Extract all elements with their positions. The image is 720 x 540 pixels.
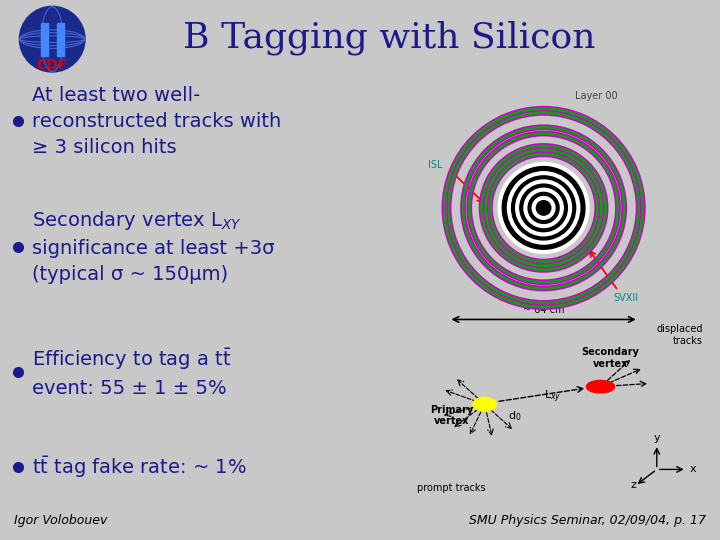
Circle shape — [532, 197, 555, 219]
Circle shape — [19, 6, 85, 72]
Bar — [40, 23, 48, 56]
Text: Secondary vertex L$_{XY}$
significance at least +3σ
(typical σ ~ 150μm): Secondary vertex L$_{XY}$ significance a… — [32, 210, 274, 284]
Circle shape — [498, 163, 589, 253]
Text: Efficiency to tag a t$\bar{\mathrm{t}}$
event: 55 ± 1 ± 5%: Efficiency to tag a t$\bar{\mathrm{t}}$ … — [32, 346, 232, 398]
Circle shape — [508, 172, 580, 244]
Text: d$_0$: d$_0$ — [508, 409, 521, 423]
Text: prompt tracks: prompt tracks — [417, 483, 486, 492]
Text: SVXII: SVXII — [614, 293, 639, 303]
Text: displaced
tracks: displaced tracks — [657, 325, 703, 346]
Circle shape — [512, 176, 575, 240]
Circle shape — [524, 188, 563, 227]
Text: CDF: CDF — [37, 58, 68, 72]
Text: z: z — [631, 480, 636, 490]
Bar — [57, 23, 64, 56]
Text: At least two well-
reconstructed tracks with
≥ 3 silicon hits: At least two well- reconstructed tracks … — [32, 86, 282, 157]
Circle shape — [520, 184, 567, 232]
Text: t$\bar{\mathrm{t}}$ tag fake rate: ~ 1%: t$\bar{\mathrm{t}}$ tag fake rate: ~ 1% — [32, 454, 247, 480]
Ellipse shape — [586, 380, 615, 393]
Text: L$_{xy}$: L$_{xy}$ — [544, 389, 562, 405]
Text: y: y — [654, 433, 660, 443]
Text: ~ 64 cm: ~ 64 cm — [523, 305, 564, 315]
Text: Secondary
vertex: Secondary vertex — [582, 347, 639, 369]
Circle shape — [516, 180, 572, 236]
Text: x: x — [690, 464, 696, 475]
Circle shape — [536, 201, 551, 215]
Text: Layer 00: Layer 00 — [575, 91, 617, 102]
Text: B Tagging with Silicon: B Tagging with Silicon — [183, 21, 595, 55]
Circle shape — [528, 192, 559, 224]
Text: ISL: ISL — [428, 159, 442, 170]
Text: Primary
vertex: Primary vertex — [430, 404, 473, 426]
Text: SMU Physics Seminar, 02/09/04, p. 17: SMU Physics Seminar, 02/09/04, p. 17 — [469, 514, 706, 527]
Circle shape — [503, 166, 585, 249]
Text: Igor Volobouev: Igor Volobouev — [14, 514, 108, 527]
Ellipse shape — [473, 397, 496, 411]
